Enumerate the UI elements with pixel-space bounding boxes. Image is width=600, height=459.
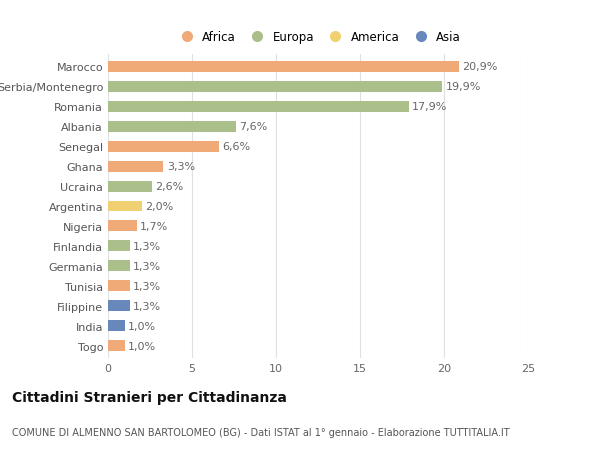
Bar xyxy=(108,62,459,73)
Bar xyxy=(108,201,142,212)
Bar xyxy=(108,321,125,331)
Bar xyxy=(108,301,130,312)
Bar xyxy=(108,341,125,352)
Bar xyxy=(108,241,130,252)
Text: 20,9%: 20,9% xyxy=(463,62,498,72)
Bar xyxy=(108,181,152,192)
Bar xyxy=(108,101,409,112)
Bar xyxy=(108,82,442,92)
Text: 1,0%: 1,0% xyxy=(128,321,156,331)
Text: Cittadini Stranieri per Cittadinanza: Cittadini Stranieri per Cittadinanza xyxy=(12,390,287,404)
Text: 1,3%: 1,3% xyxy=(133,281,161,291)
Text: 1,3%: 1,3% xyxy=(133,301,161,311)
Text: 1,7%: 1,7% xyxy=(140,222,168,231)
Text: 17,9%: 17,9% xyxy=(412,102,448,112)
Text: 3,3%: 3,3% xyxy=(167,162,195,172)
Text: 1,0%: 1,0% xyxy=(128,341,156,351)
Bar xyxy=(108,161,163,172)
Text: 19,9%: 19,9% xyxy=(446,82,481,92)
Bar xyxy=(108,261,130,272)
Text: 2,0%: 2,0% xyxy=(145,202,173,212)
Text: 6,6%: 6,6% xyxy=(222,142,250,152)
Bar xyxy=(108,221,137,232)
Bar xyxy=(108,281,130,292)
Legend: Africa, Europa, America, Asia: Africa, Europa, America, Asia xyxy=(173,28,463,46)
Text: 1,3%: 1,3% xyxy=(133,241,161,252)
Bar xyxy=(108,141,219,152)
Bar xyxy=(108,121,236,132)
Text: 1,3%: 1,3% xyxy=(133,261,161,271)
Text: 2,6%: 2,6% xyxy=(155,182,183,191)
Text: 7,6%: 7,6% xyxy=(239,122,267,132)
Text: COMUNE DI ALMENNO SAN BARTOLOMEO (BG) - Dati ISTAT al 1° gennaio - Elaborazione : COMUNE DI ALMENNO SAN BARTOLOMEO (BG) - … xyxy=(12,427,509,437)
